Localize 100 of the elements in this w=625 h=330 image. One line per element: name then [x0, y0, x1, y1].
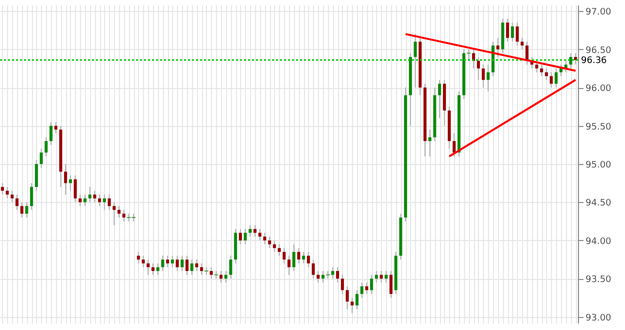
candlestick: [520, 37, 524, 50]
candlestick: [64, 164, 68, 196]
candlestick: [340, 274, 344, 294]
candlestick: [510, 22, 514, 42]
candlestick: [414, 34, 417, 88]
candlestick: [306, 251, 310, 268]
candlestick: [540, 64, 544, 77]
candlestick: [112, 202, 116, 226]
candlestick: [161, 255, 164, 272]
candlestick: [142, 255, 145, 268]
candlestick: [384, 270, 388, 283]
candlestick: [50, 121, 52, 146]
candlestick: [200, 262, 204, 276]
candlestick: [574, 52, 578, 66]
candlestick: [297, 248, 300, 264]
candlestick: [25, 202, 28, 218]
candlestick: [20, 202, 24, 218]
candlestick: [68, 174, 72, 192]
candlestick: [195, 259, 198, 272]
candlestick: [180, 255, 184, 272]
candlestick: [569, 52, 572, 69]
candlestick: [390, 270, 392, 298]
candlestick: [356, 290, 358, 310]
candlestick: [365, 282, 368, 294]
y-tick-label: 96.00: [586, 84, 612, 94]
candlestick: [486, 64, 490, 92]
candlestick: [84, 194, 86, 207]
y-tick-label: 93.00: [586, 313, 612, 324]
candlestick: [482, 64, 485, 88]
candlestick: [166, 255, 170, 268]
candlestick: [292, 244, 296, 272]
candlestick: [229, 255, 232, 280]
candlestick: [98, 194, 102, 207]
candlestick: [6, 186, 9, 199]
candlestick: [54, 121, 58, 134]
candlestick: [452, 132, 456, 157]
candlestick: [550, 72, 553, 88]
candlestick: [44, 136, 48, 157]
y-tick-label: 95.50: [586, 122, 612, 132]
candlestick: [93, 190, 96, 203]
candlestick: [30, 182, 34, 210]
candlestick: [258, 228, 262, 241]
candlestick: [268, 236, 272, 249]
candlestick: [136, 251, 140, 264]
candlestick: [186, 255, 188, 276]
candlestick: [34, 160, 38, 192]
candlestick: [346, 286, 349, 310]
candlestick: [360, 282, 364, 298]
y-tick-label: 95.00: [586, 160, 612, 170]
candlestick: [248, 224, 252, 238]
candlestick: [146, 259, 150, 276]
candlestick: [152, 262, 154, 276]
candlestick: [428, 129, 432, 157]
candlestick: [272, 240, 276, 252]
candlestick: [88, 186, 92, 203]
candlestick: [526, 41, 528, 66]
candlestick: [312, 259, 315, 280]
candlestick: [122, 209, 126, 222]
candlestick: [374, 270, 378, 283]
candlestick: [370, 274, 374, 294]
ref-line-label: 96.36: [581, 56, 608, 66]
candlestick: [535, 60, 538, 73]
y-tick-label: 93.50: [586, 275, 612, 286]
y-tick-label: 94.00: [586, 236, 612, 247]
candlestick: [544, 68, 548, 80]
candlestick: [10, 190, 14, 203]
candlestick: [263, 232, 266, 245]
candlestick: [16, 194, 18, 210]
candlestick: [278, 244, 281, 256]
candlestick: [302, 251, 306, 264]
candlestick: [438, 79, 442, 119]
candlestick: [190, 259, 194, 276]
candlestick: [380, 270, 383, 283]
candlestick: [238, 228, 242, 245]
candlestick: [506, 18, 510, 42]
candlestick: [156, 262, 160, 276]
candlestick: [102, 194, 106, 210]
candlestick: [170, 255, 174, 268]
candlestick: [560, 64, 562, 77]
candlestick: [108, 194, 111, 210]
candlestick: [254, 224, 256, 238]
candlestick: [204, 266, 208, 276]
candlestick: [78, 194, 82, 207]
candlestick: [554, 68, 558, 88]
y-tick-label: 97.00: [586, 8, 612, 18]
candlestick: [40, 148, 43, 168]
candlestick: [74, 174, 77, 203]
y-tick-label: 94.50: [586, 198, 612, 209]
candlestick: [476, 56, 480, 80]
candlestick: [118, 206, 120, 218]
candlestick: [224, 270, 228, 283]
candlestick: [496, 37, 500, 58]
candlestick: [288, 255, 290, 276]
candlestick: [0, 182, 4, 196]
candlestick: [350, 297, 354, 314]
candlestick: [244, 228, 247, 245]
y-tick-label: 96.50: [586, 46, 612, 56]
candlestick: [316, 270, 320, 283]
candlestick: [282, 248, 286, 264]
candlestick: [336, 266, 340, 283]
